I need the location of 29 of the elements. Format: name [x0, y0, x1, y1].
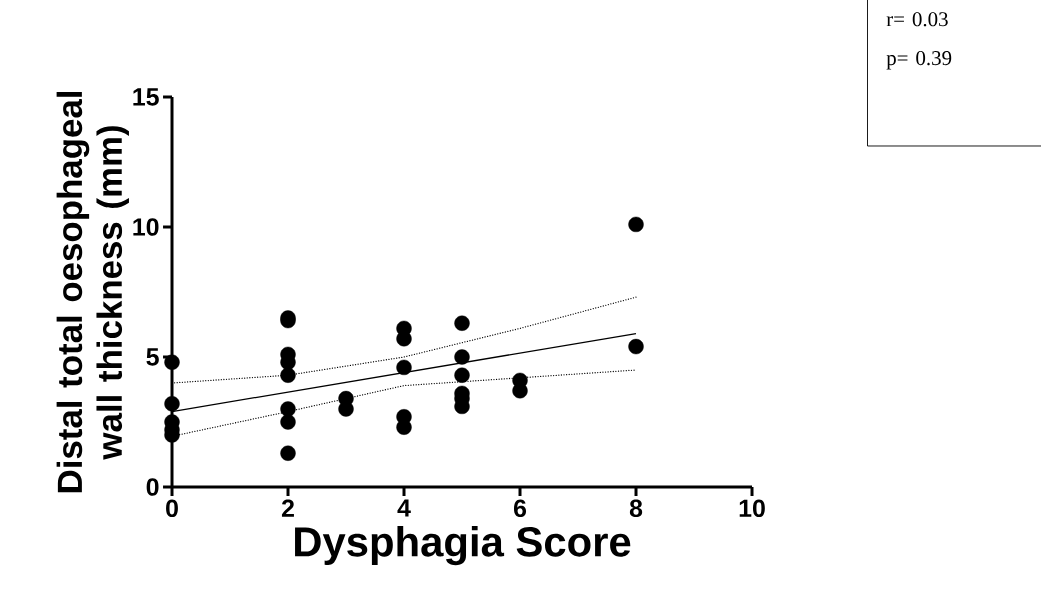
point [512, 383, 528, 399]
x-tick-label: 0 [166, 499, 178, 518]
y-tick-label: 10 [133, 218, 159, 236]
point [396, 359, 412, 376]
point [280, 445, 296, 461]
point [454, 367, 470, 383]
point [628, 338, 644, 355]
x-tick-label: 6 [513, 499, 527, 518]
x-axis-title: Dysphagia Score [295, 525, 631, 566]
y-tick-label: 15 [133, 88, 159, 106]
y-tick-label: 5 [146, 348, 159, 366]
point [280, 367, 296, 383]
point [338, 401, 354, 417]
y-tick-label: 0 [146, 478, 159, 496]
point [454, 349, 470, 365]
x-tick-label: 2 [281, 499, 294, 517]
x-tick-label: 4 [397, 499, 411, 517]
text: r= 0.03 [886, 12, 948, 27]
y-axis-title: Distal total oesophageal wall thickness (mm) [56, 92, 129, 493]
text: p= 0.39 [886, 51, 952, 70]
point [454, 315, 470, 331]
point [164, 354, 180, 370]
x-tick-label: 8 [629, 499, 643, 518]
x-tick-label: 10 [739, 499, 765, 518]
point [628, 216, 644, 233]
point [396, 331, 412, 347]
point [280, 414, 296, 430]
point [164, 396, 180, 412]
point [280, 401, 296, 417]
